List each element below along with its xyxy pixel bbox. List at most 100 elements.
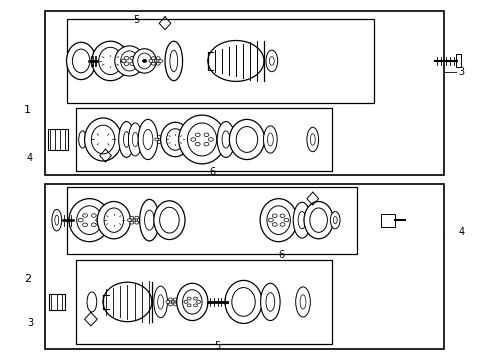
Circle shape (173, 303, 177, 306)
Circle shape (133, 219, 136, 221)
Circle shape (156, 62, 160, 65)
Ellipse shape (231, 288, 255, 316)
Ellipse shape (138, 53, 151, 69)
Ellipse shape (265, 293, 274, 311)
Circle shape (168, 303, 172, 306)
Circle shape (124, 57, 129, 60)
Circle shape (162, 136, 165, 139)
Text: 3: 3 (27, 319, 33, 328)
Ellipse shape (55, 215, 59, 225)
Circle shape (280, 214, 285, 217)
Bar (66, 19, 373, 103)
Circle shape (171, 301, 174, 303)
Ellipse shape (91, 125, 115, 154)
Circle shape (203, 133, 208, 136)
Ellipse shape (128, 123, 142, 156)
Ellipse shape (178, 115, 225, 164)
Circle shape (193, 297, 197, 300)
Ellipse shape (298, 212, 305, 229)
Circle shape (195, 133, 200, 136)
Circle shape (190, 138, 195, 141)
Ellipse shape (224, 280, 262, 323)
Bar (76, 260, 331, 344)
Circle shape (149, 59, 153, 62)
Ellipse shape (133, 49, 156, 73)
Ellipse shape (52, 210, 61, 231)
Circle shape (78, 219, 83, 222)
Text: 4: 4 (457, 227, 464, 237)
Ellipse shape (263, 126, 277, 153)
Ellipse shape (266, 206, 290, 234)
Bar (66, 187, 356, 253)
Bar (48, 130, 68, 149)
Circle shape (175, 301, 179, 303)
Ellipse shape (66, 42, 96, 80)
Circle shape (156, 57, 160, 60)
Ellipse shape (236, 127, 257, 152)
Ellipse shape (304, 202, 332, 239)
Circle shape (268, 219, 273, 222)
Ellipse shape (143, 130, 153, 149)
Ellipse shape (293, 202, 310, 238)
Circle shape (130, 57, 135, 60)
Ellipse shape (182, 290, 202, 314)
Circle shape (130, 221, 134, 224)
Bar (44, 184, 444, 348)
Ellipse shape (121, 51, 138, 71)
Circle shape (130, 216, 134, 219)
Circle shape (96, 219, 101, 222)
Ellipse shape (154, 286, 167, 318)
Ellipse shape (104, 208, 123, 232)
Ellipse shape (309, 208, 327, 232)
Circle shape (133, 59, 138, 63)
Circle shape (135, 221, 139, 224)
Ellipse shape (140, 199, 159, 241)
Circle shape (187, 297, 191, 300)
Ellipse shape (217, 122, 234, 157)
Ellipse shape (269, 57, 274, 65)
Ellipse shape (260, 283, 280, 320)
Text: 5: 5 (214, 341, 221, 351)
Bar (380, 214, 394, 226)
Ellipse shape (300, 295, 305, 309)
Ellipse shape (87, 292, 97, 312)
Circle shape (155, 138, 158, 141)
Ellipse shape (222, 131, 229, 148)
Text: 4: 4 (27, 153, 33, 163)
Ellipse shape (295, 287, 310, 317)
Ellipse shape (92, 41, 129, 81)
Ellipse shape (164, 41, 182, 81)
Circle shape (130, 62, 135, 66)
Ellipse shape (166, 129, 183, 150)
Text: 5: 5 (133, 15, 140, 26)
Ellipse shape (330, 212, 339, 229)
Circle shape (91, 214, 96, 217)
Text: 6: 6 (209, 167, 215, 177)
Circle shape (280, 223, 285, 226)
Circle shape (193, 304, 197, 307)
Ellipse shape (229, 120, 264, 159)
Ellipse shape (77, 206, 102, 234)
Ellipse shape (310, 134, 315, 145)
Circle shape (187, 304, 191, 307)
Ellipse shape (158, 295, 163, 309)
Circle shape (157, 140, 161, 143)
Circle shape (151, 62, 155, 65)
Ellipse shape (79, 131, 86, 148)
Ellipse shape (169, 50, 177, 72)
Circle shape (82, 223, 87, 226)
Circle shape (272, 214, 277, 217)
Circle shape (196, 301, 200, 303)
Bar (455, 54, 461, 67)
Circle shape (157, 136, 161, 139)
Ellipse shape (160, 122, 189, 157)
Text: 6: 6 (278, 250, 284, 260)
Circle shape (154, 60, 157, 62)
Circle shape (91, 223, 96, 226)
Ellipse shape (132, 132, 138, 147)
Circle shape (173, 298, 177, 301)
Circle shape (135, 216, 139, 219)
Ellipse shape (159, 207, 179, 233)
Circle shape (158, 59, 162, 62)
Circle shape (168, 298, 172, 301)
